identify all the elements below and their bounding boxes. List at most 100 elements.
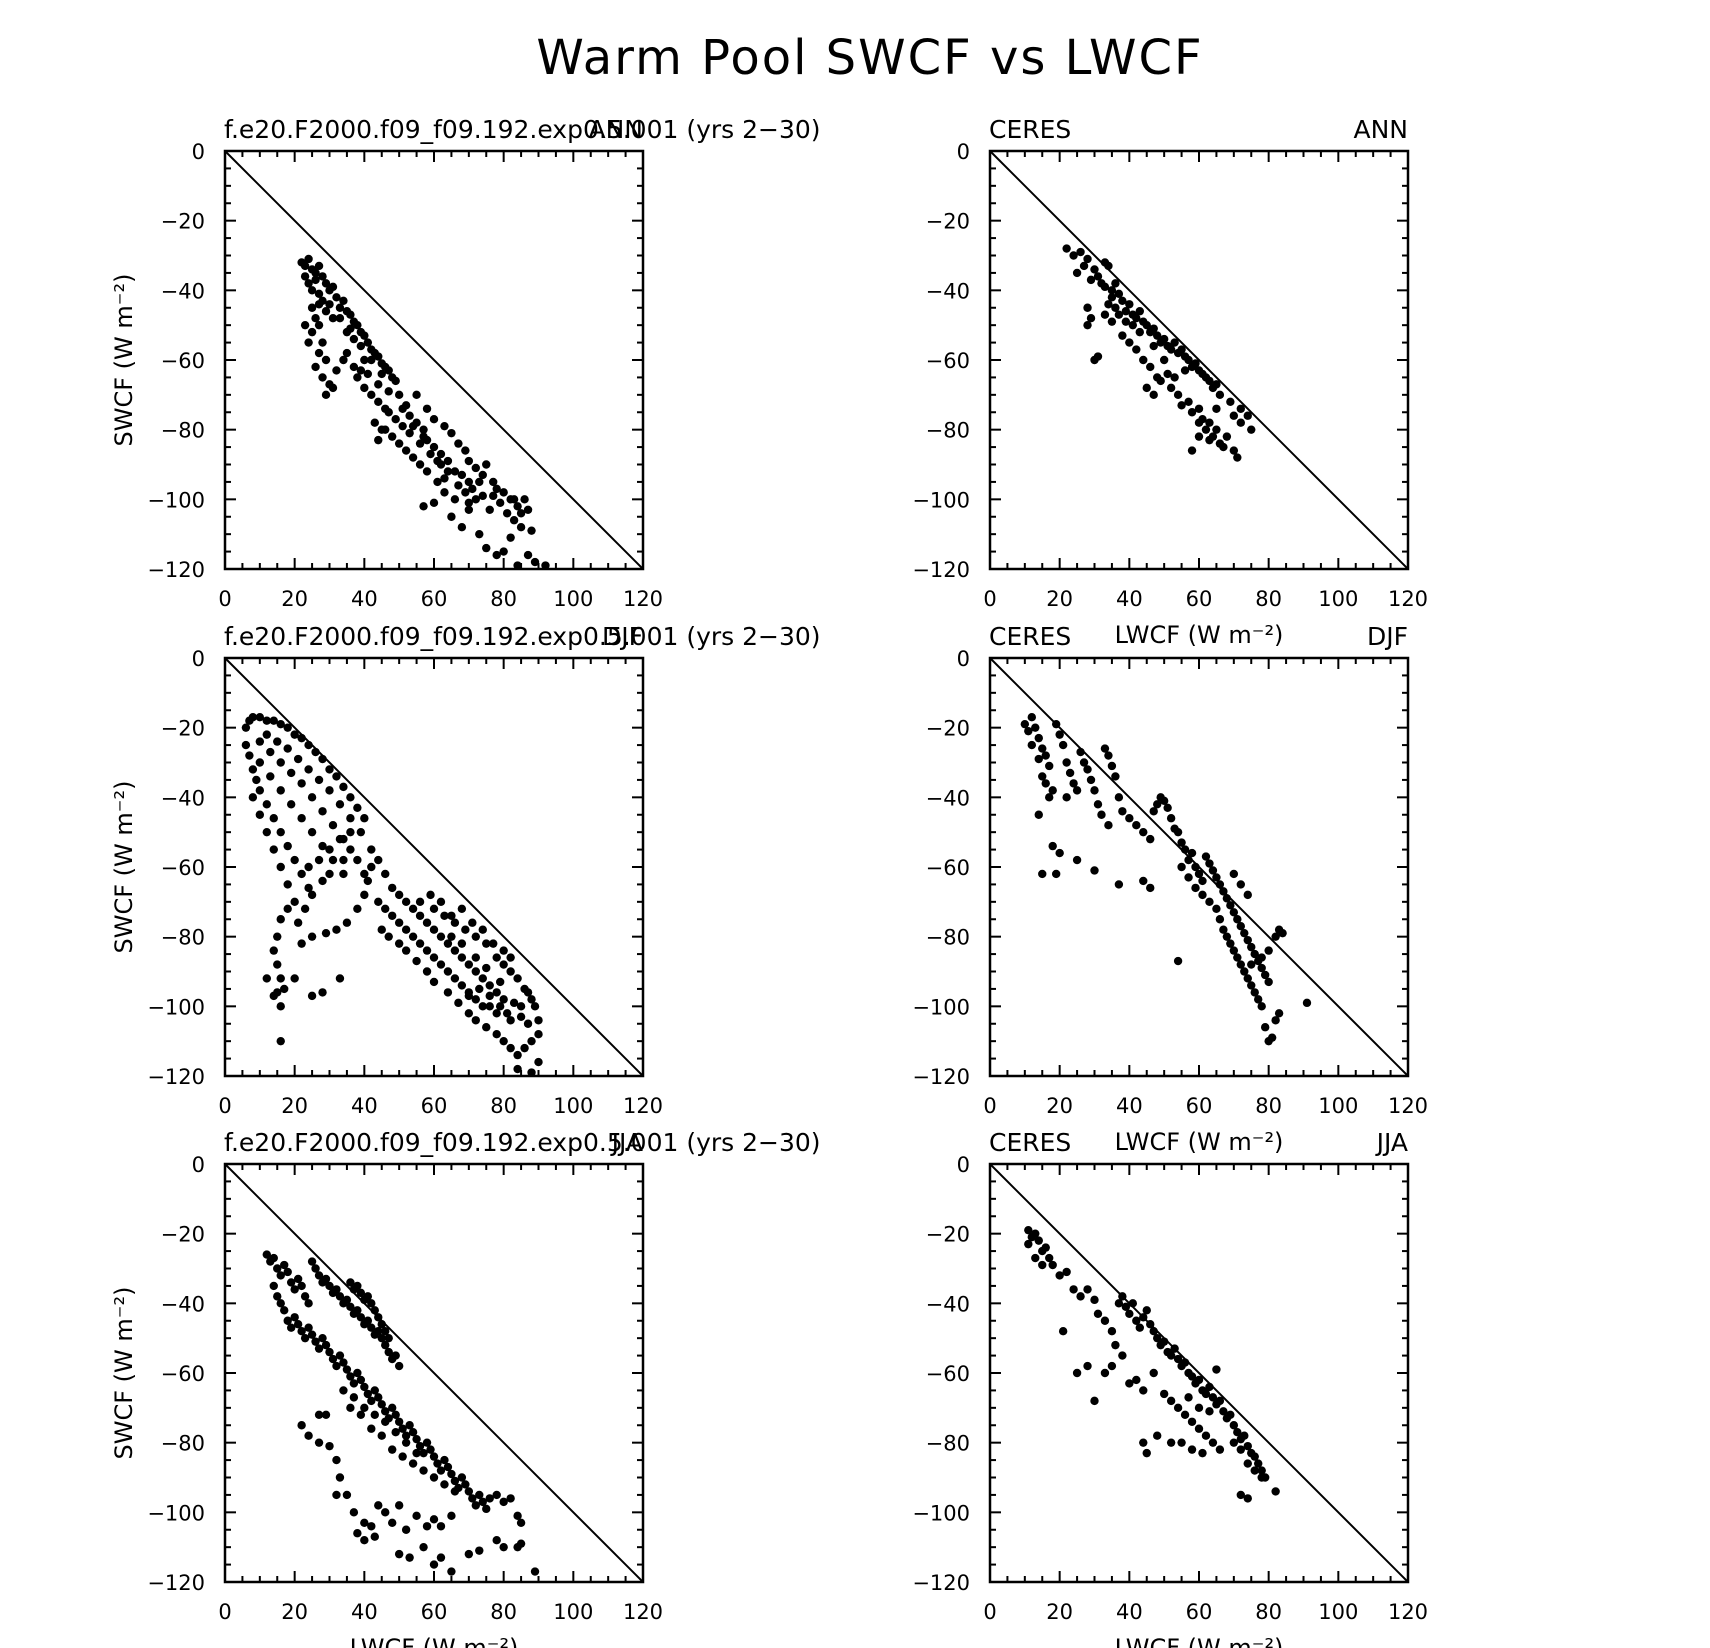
data-point [273, 932, 282, 941]
data-point [367, 862, 376, 872]
data-point [321, 307, 331, 316]
data-point [502, 509, 512, 518]
data-point [471, 495, 480, 504]
data-point [276, 758, 285, 767]
data-point [1076, 247, 1085, 257]
data-point [440, 1480, 449, 1489]
data-point [356, 1375, 366, 1385]
data-point [1184, 1393, 1193, 1402]
data-point [1236, 922, 1246, 931]
data-point [304, 1323, 313, 1332]
data-point [328, 1354, 338, 1364]
data-point [530, 1567, 540, 1576]
data-point [346, 793, 355, 802]
data-point [1045, 793, 1054, 802]
data-point [429, 925, 439, 934]
data-point [1236, 1445, 1246, 1454]
data-point [1083, 1361, 1092, 1371]
data-point [1194, 432, 1204, 441]
data-point [1177, 862, 1186, 872]
x-tick-label: 20 [1046, 1600, 1073, 1624]
data-point [471, 1501, 480, 1510]
x-tick-label: 40 [351, 587, 378, 611]
data-point [381, 1417, 390, 1426]
data-point [349, 334, 359, 344]
data-point [1212, 425, 1221, 434]
data-point [499, 1542, 508, 1552]
data-point [1090, 866, 1099, 875]
data-point [1083, 1285, 1092, 1294]
panel-ceres-ann: 0 20 40 60 80 100 120 0 −20 −40 −60 −80 −100 −120 CERE… [912, 115, 1428, 649]
data-point [429, 1452, 439, 1461]
data-point [1100, 1316, 1110, 1325]
data-point [468, 1494, 477, 1503]
data-point [332, 1361, 341, 1371]
data-point [516, 1518, 526, 1527]
x-tick-label: 100 [553, 1094, 593, 1118]
data-point [506, 953, 515, 962]
data-point [339, 855, 348, 865]
x-tick-label: 20 [1046, 1094, 1073, 1118]
data-point [1271, 1016, 1280, 1025]
data-point [363, 876, 373, 886]
data-point [1271, 1487, 1280, 1496]
data-point [398, 1452, 407, 1461]
data-point [1215, 880, 1225, 889]
data-point [374, 380, 383, 389]
data-point [1090, 1295, 1099, 1305]
data-point [1208, 866, 1218, 875]
data-point [367, 390, 376, 400]
data-point [1038, 772, 1047, 781]
data-point [283, 1316, 292, 1325]
data-point [499, 1036, 508, 1046]
data-point [1132, 1316, 1141, 1325]
data-point [436, 897, 446, 907]
data-point [325, 1441, 334, 1451]
data-point [394, 1549, 404, 1559]
data-point [398, 404, 407, 413]
data-point [346, 1278, 355, 1287]
data-point [391, 376, 400, 386]
data-point [356, 1313, 366, 1322]
data-point [412, 1448, 421, 1458]
data-point [419, 425, 428, 434]
data-point [1177, 838, 1186, 847]
data-point [516, 509, 526, 518]
data-point [475, 984, 484, 994]
data-point [1257, 963, 1266, 973]
data-point [1194, 1403, 1204, 1413]
data-point [1125, 300, 1134, 309]
data-point [415, 897, 425, 907]
x-tick-label: 60 [1186, 587, 1213, 611]
data-point [516, 523, 526, 532]
data-point [290, 855, 299, 865]
data-point [534, 1030, 543, 1039]
data-point [415, 439, 425, 448]
data-point [311, 275, 320, 285]
y-tick-label: −40 [161, 279, 205, 303]
data-point [307, 286, 317, 295]
data-point [1093, 1309, 1103, 1318]
data-point [262, 716, 271, 725]
data-point [429, 977, 439, 987]
data-point [269, 716, 278, 725]
data-point [1107, 286, 1117, 295]
data-point [328, 282, 338, 292]
data-point [1114, 289, 1124, 299]
data-point [1086, 775, 1096, 785]
data-point [1219, 442, 1228, 452]
data-point [506, 1043, 515, 1053]
y-tick-label: −20 [161, 1223, 205, 1247]
data-point [499, 488, 508, 497]
data-point [314, 1410, 324, 1420]
data-point [440, 1455, 449, 1465]
data-point [1191, 883, 1200, 893]
data-point [1201, 425, 1211, 434]
data-point [276, 1271, 285, 1280]
data-point [381, 1407, 390, 1416]
y-tick-label: −100 [147, 995, 205, 1019]
data-point [304, 765, 313, 774]
data-point [506, 1016, 515, 1025]
data-point [1198, 890, 1207, 900]
panel-right-label: DJF [602, 622, 643, 651]
